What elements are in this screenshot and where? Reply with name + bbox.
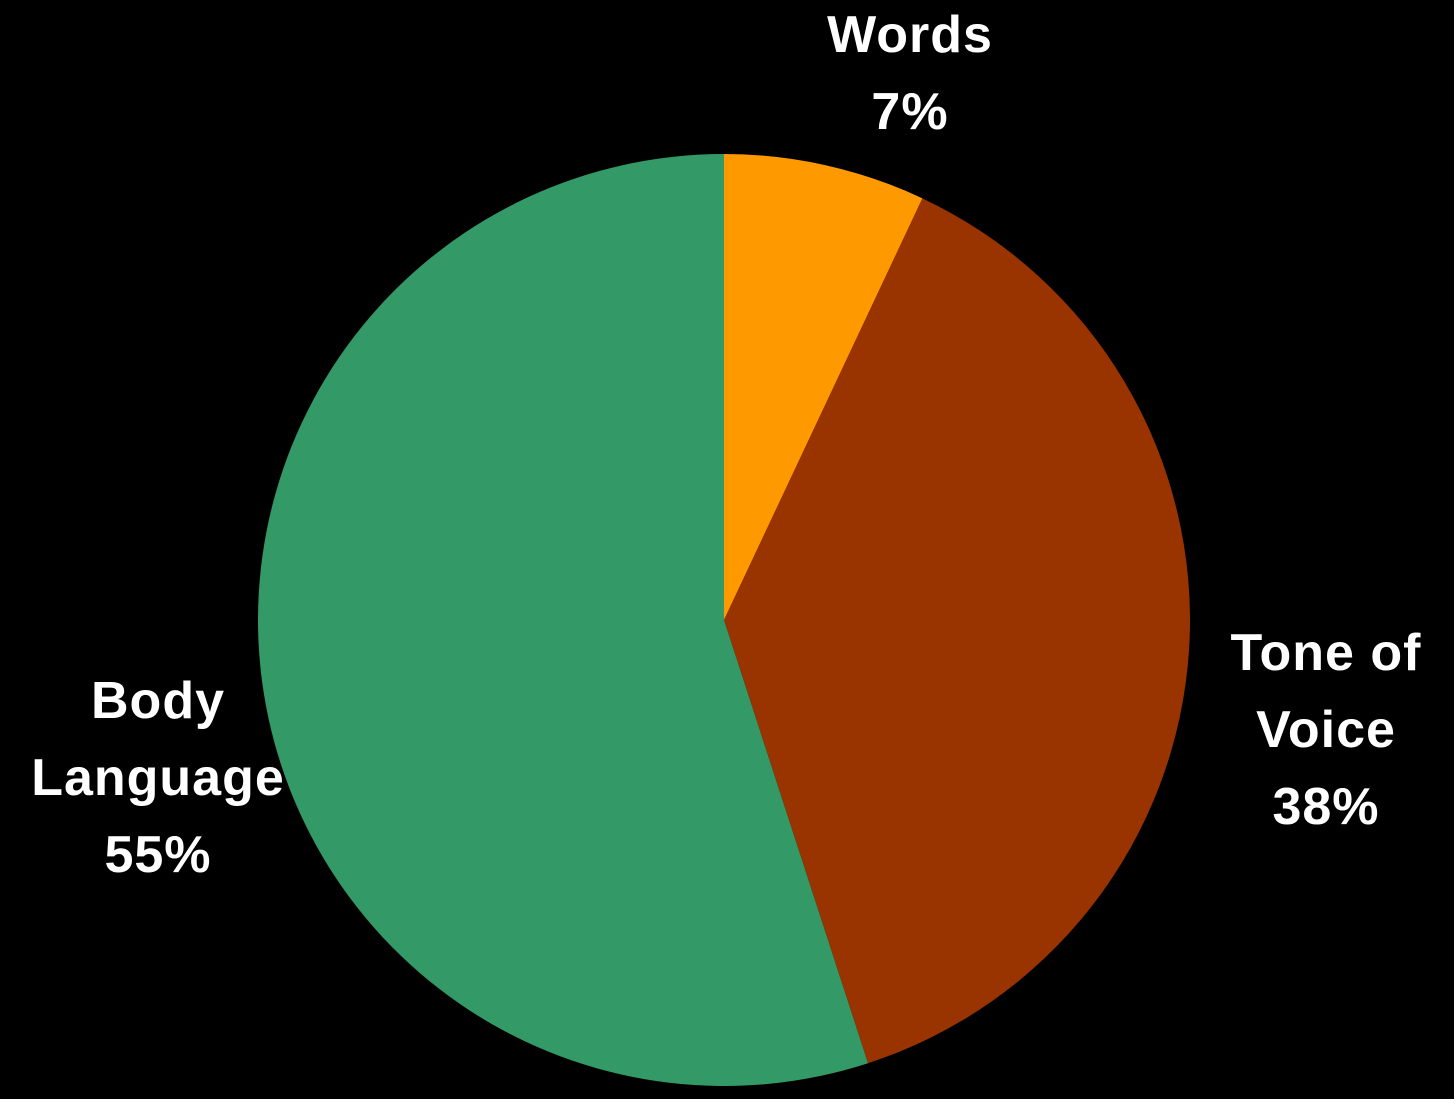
slice-percent-label-0: 7% xyxy=(871,83,948,141)
slice-category-label-0: Words xyxy=(827,6,993,64)
slice-category-label-2: Body xyxy=(91,672,225,730)
slice-category-label-1: Tone of xyxy=(1231,624,1422,682)
pie-slice-0 xyxy=(724,154,923,620)
pie-slice-2 xyxy=(257,153,868,1087)
slice-category-label-2: Language xyxy=(31,749,285,807)
slice-percent-label-2: 55% xyxy=(104,826,211,884)
slice-percent-label-1: 38% xyxy=(1272,778,1379,836)
pie-labels: Words 7% Tone of Voice 38% Body Language 55% xyxy=(31,6,1422,884)
pie-slice-1 xyxy=(724,198,1190,1064)
pie-slices xyxy=(257,153,1190,1087)
slice-category-label-1: Voice xyxy=(1256,701,1396,759)
